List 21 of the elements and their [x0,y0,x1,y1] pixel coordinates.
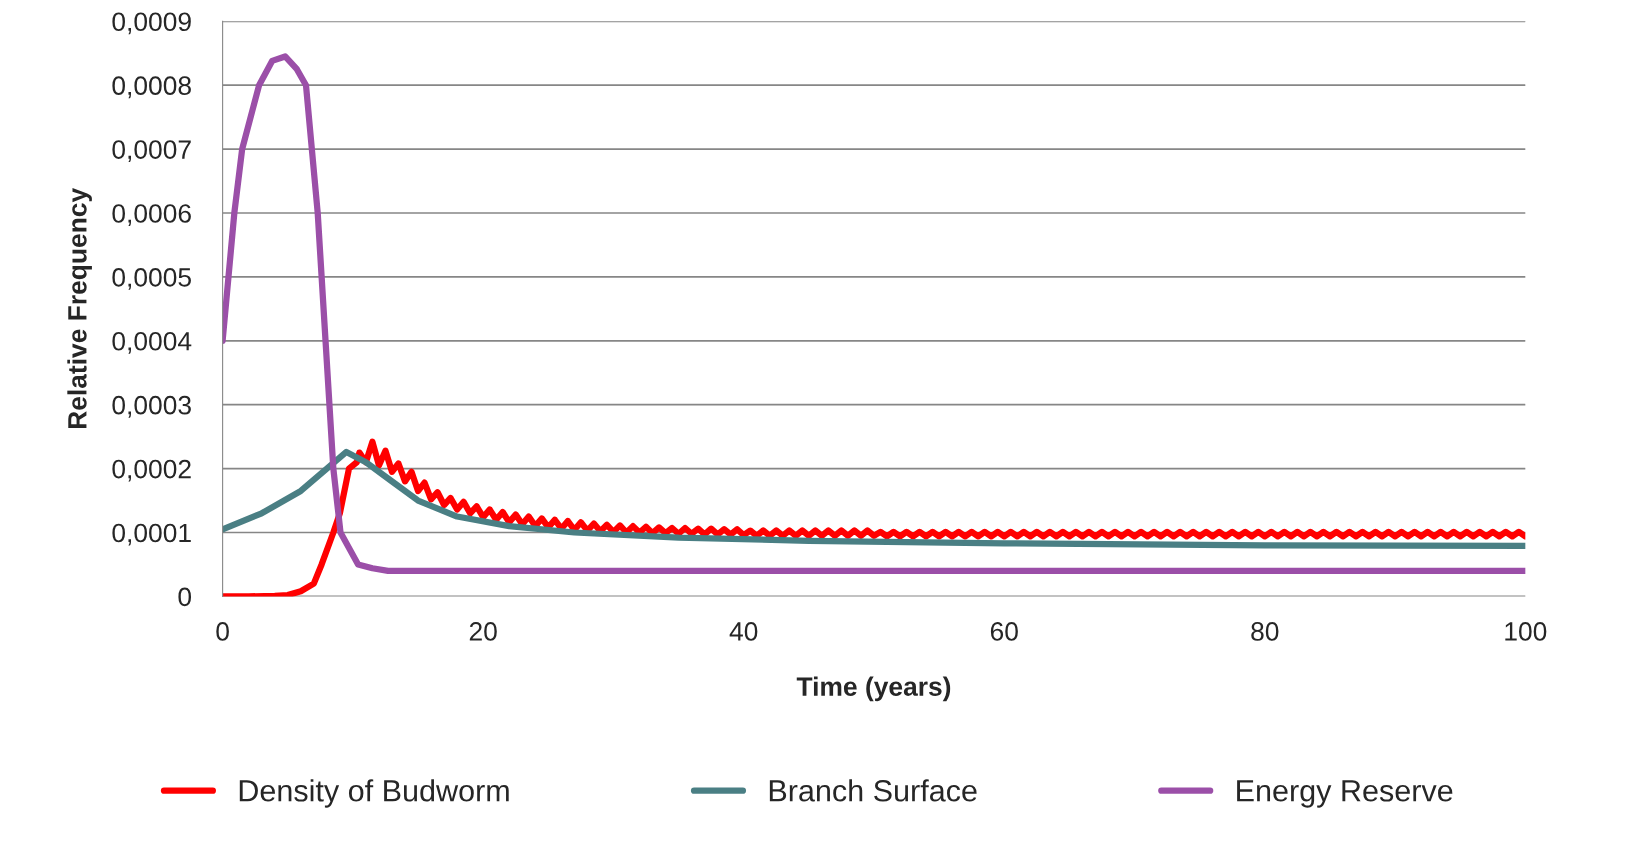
y-tick-label: 0,0008 [112,76,191,99]
legend-label: Density of Budworm [239,779,509,808]
y-tick-label: 0,0001 [112,523,191,546]
y-tick-label: 0,0009 [112,12,191,35]
legend-label: Branch Surface [769,779,977,802]
x-axis-title: Time (years) [796,676,951,702]
y-tick-label: 0,0004 [112,331,192,354]
y-tick-label: 0,0007 [112,140,191,163]
y-tick-label: 0,0005 [112,268,191,290]
y-tick-label: 0,0003 [112,395,191,418]
x-tick-label: 80 [1251,622,1279,641]
x-tick-label: 0 [216,622,229,641]
y-tick-label: 0 [178,587,192,607]
x-tick-label: 40 [729,622,758,641]
x-tick-label: 20 [469,622,497,641]
x-tick-label: 60 [990,622,1018,641]
y-tick-label: 0,0006 [112,204,191,226]
legend-label: Energy Reserve [1237,780,1453,808]
y-tick-label: 0,0002 [112,459,191,482]
y-axis-title: Relative Frequency [67,187,92,429]
x-tick-label: 100 [1505,622,1547,641]
